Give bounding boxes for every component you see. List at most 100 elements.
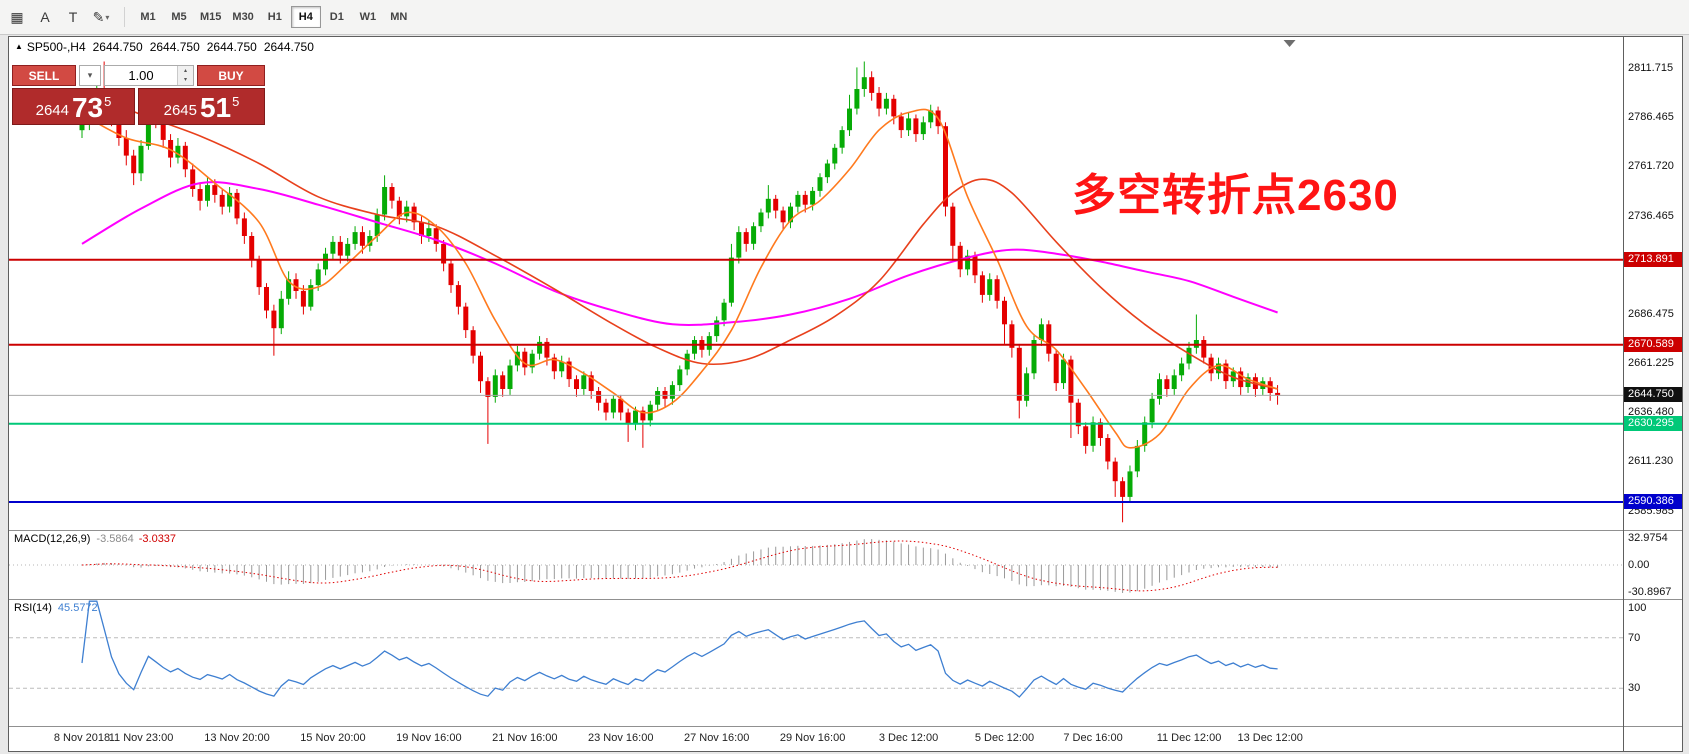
time-label: 11 Dec 12:00	[1156, 732, 1222, 744]
macd-axis[interactable]: 32.9754 0.00 -30.8967	[1624, 531, 1682, 599]
macd-signal-line	[81, 540, 1278, 592]
timeframe-w1-button[interactable]: W1	[353, 6, 383, 28]
rsi-tick-label: 70	[1628, 631, 1641, 644]
level-price-marker: 2590.386	[1624, 493, 1682, 509]
time-label: 11 Nov 23:00	[108, 732, 174, 744]
drawing-tools-icon[interactable]: ✎ ▾	[88, 5, 114, 29]
ma-slow-magenta	[81, 181, 1278, 327]
open-value: 2644.750	[92, 40, 143, 54]
macd-name: MACD(12,26,9)	[14, 533, 91, 545]
time-label: 15 Nov 20:00	[300, 732, 366, 744]
chart-title: ▲ SP500-,H4 2644.750 2644.750 2644.750 2644.7…	[15, 40, 321, 54]
buy-button[interactable]: BUY	[197, 65, 265, 86]
rsi-tick-label: 30	[1628, 682, 1641, 695]
level-price-marker: 2630.295	[1624, 415, 1682, 431]
price-axis[interactable]: 2811.715 2786.465 2761.720 2736.465 2686.475…	[1623, 37, 1682, 751]
sell-button[interactable]: SELL	[12, 65, 76, 86]
chart-annotation: 多空转折点2630	[1072, 171, 1399, 220]
chevron-down-icon: ▾	[87, 70, 93, 80]
trade-prices-row: 2644 73 5 2645 51 5	[12, 88, 272, 125]
rsi-canvas[interactable]	[9, 600, 1623, 726]
time-label: 13 Dec 12:00	[1237, 732, 1303, 744]
macd-label: MACD(12,26,9) -3.5864 -3.0337	[14, 533, 176, 545]
sell-price-big: 73	[71, 92, 104, 123]
rsi-line	[81, 600, 1278, 698]
chart-window: ▲ SP500-,H4 2644.750 2644.750 2644.750 2644.7…	[8, 36, 1683, 752]
timeframe-h1-button[interactable]: H1	[260, 6, 290, 28]
macd-tick-label: 0.00	[1628, 559, 1650, 571]
macd-panel[interactable]: MACD(12,26,9) -3.5864 -3.0337	[9, 531, 1623, 599]
macd-main-value: -3.5864	[96, 533, 134, 545]
high-value: 2644.750	[149, 40, 200, 54]
price-axis-main[interactable]: 2811.715 2786.465 2761.720 2736.465 2686.475…	[1624, 37, 1682, 530]
timeframe-d1-button[interactable]: D1	[322, 6, 352, 28]
buy-price-big: 51	[199, 92, 232, 123]
buy-price-tile[interactable]: 2645 51 5	[138, 88, 265, 125]
volume-dropdown-button[interactable]: ▾	[79, 65, 101, 86]
time-label: 23 Nov 16:00	[588, 732, 654, 744]
ma-mid-red	[81, 90, 1278, 390]
font-icon[interactable]: A	[32, 5, 58, 29]
volume-stepper: ▴ ▾	[177, 66, 193, 85]
time-label: 27 Nov 16:00	[683, 732, 750, 744]
rsi-panel[interactable]: RSI(14) 45.5772	[9, 600, 1623, 726]
axis-corner	[1624, 726, 1682, 751]
axis-divider	[1624, 530, 1682, 531]
time-label: 21 Nov 16:00	[492, 732, 558, 744]
buy-price-prefix: 2645	[163, 102, 197, 119]
time-label: 29 Nov 16:00	[779, 732, 846, 744]
chart-shift-marker-icon	[1283, 40, 1296, 47]
price-tick-label: 2736.465	[1628, 209, 1674, 222]
chevron-down-icon: ▾	[105, 12, 110, 22]
macd-tick-label: -30.8967	[1628, 585, 1672, 598]
rsi-tick-label: 100	[1628, 602, 1647, 614]
timeframe-m15-button[interactable]: M15	[195, 6, 226, 28]
toolbar-separator	[124, 7, 125, 27]
close-value: 2644.750	[263, 40, 314, 54]
time-axis[interactable]: 8 Nov 2018 11 Nov 23:00 13 Nov 20:00 15 Nov…	[9, 726, 1623, 751]
low-value: 2644.750	[206, 40, 257, 54]
chart-grid-icon[interactable]: ▦	[4, 5, 30, 29]
macd-signal-value: -3.0337	[138, 533, 177, 545]
rsi-name: RSI(14)	[14, 602, 52, 614]
panel-divider[interactable]	[9, 530, 1623, 531]
buy-price-sup: 5	[232, 94, 240, 109]
candlestick-canvas[interactable]	[9, 37, 1623, 530]
time-label: 5 Dec 12:00	[974, 732, 1035, 744]
axis-divider	[1624, 599, 1682, 600]
volume-input[interactable]	[105, 66, 177, 85]
volume-field: ▴ ▾	[104, 65, 194, 86]
time-label: 19 Nov 16:00	[396, 732, 462, 744]
timeframe-m1-button[interactable]: M1	[133, 6, 163, 28]
price-tick-label: 2686.475	[1628, 307, 1674, 320]
time-label: 13 Nov 20:00	[204, 732, 270, 744]
price-tick-label: 2661.225	[1628, 357, 1674, 370]
rsi-axis[interactable]: 100 70 30	[1624, 600, 1682, 726]
price-tick-label: 2611.230	[1628, 455, 1674, 468]
panel-divider[interactable]	[9, 599, 1623, 600]
timeframe-toolbar: M1 M5 M15 M30 H1 H4 D1 W1 MN	[133, 6, 415, 28]
macd-tick-label: 32.9754	[1628, 532, 1668, 544]
timeframe-mn-button[interactable]: MN	[384, 6, 414, 28]
sell-price-tile[interactable]: 2644 73 5	[12, 88, 135, 125]
plots-column: ▲ SP500-,H4 2644.750 2644.750 2644.750 2644.7…	[9, 37, 1623, 751]
main-chart[interactable]: ▲ SP500-,H4 2644.750 2644.750 2644.750 2644.7…	[9, 37, 1623, 530]
level-price-marker: 2713.891	[1624, 251, 1682, 267]
time-label: 7 Dec 16:00	[1063, 732, 1123, 744]
trade-controls-row: SELL ▾ ▴ ▾ BUY	[12, 65, 272, 86]
window-marker-icon: ▲	[15, 42, 23, 51]
time-label: 8 Nov 2018	[53, 732, 111, 744]
macd-canvas[interactable]	[9, 531, 1623, 599]
sell-price-sup: 5	[104, 94, 112, 109]
volume-down-button[interactable]: ▾	[178, 75, 193, 85]
price-tick-label: 2636.480	[1628, 405, 1674, 418]
price-tick-label: 2761.720	[1628, 159, 1674, 172]
level-price-marker: 2670.589	[1624, 336, 1682, 352]
timeframe-m5-button[interactable]: M5	[164, 6, 194, 28]
price-tick-label: 2786.465	[1628, 111, 1674, 124]
text-tool-icon[interactable]: T	[60, 5, 86, 29]
volume-up-button[interactable]: ▴	[178, 66, 193, 76]
timeframe-m30-button[interactable]: M30	[227, 6, 258, 28]
timeframe-h4-button[interactable]: H4	[290, 6, 321, 28]
